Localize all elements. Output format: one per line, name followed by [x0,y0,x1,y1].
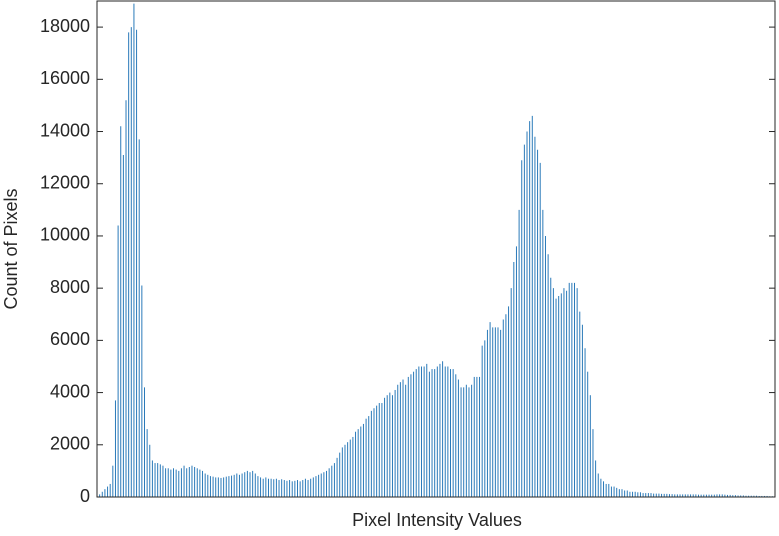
y-tick-label: 16000 [40,68,90,88]
y-tick-label: 18000 [40,16,90,36]
y-tick-label: 8000 [50,277,90,297]
y-axis-label: Count of Pixels [1,188,21,309]
plot-frame [96,0,776,498]
y-tick-label: 14000 [40,120,90,140]
y-tick-label: 4000 [50,381,90,401]
y-tick-label: 6000 [50,329,90,349]
y-tick-label: 2000 [50,434,90,454]
x-axis-label: Pixel Intensity Values [352,510,522,530]
y-tick-label: 12000 [40,172,90,192]
y-tick-label: 10000 [40,225,90,245]
y-tick-label: 0 [80,486,90,506]
